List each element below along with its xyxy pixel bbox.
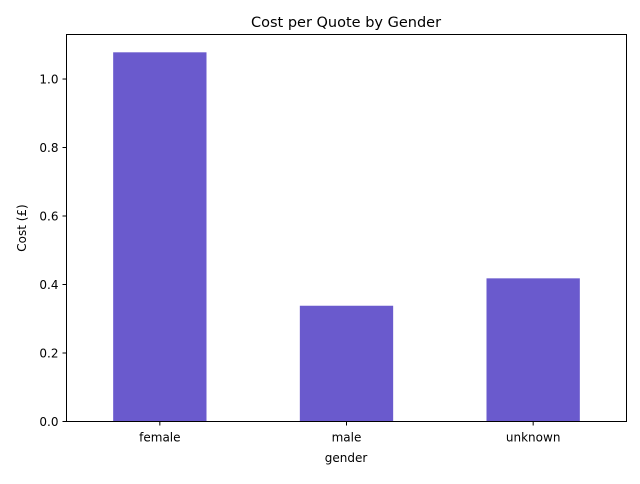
y-tick-label: 0.4 <box>39 278 58 292</box>
x-axis-label: gender <box>325 451 368 465</box>
y-axis-label: Cost (£) <box>15 204 29 252</box>
axes-frame <box>66 34 627 422</box>
y-tick-label: 0.8 <box>39 141 58 155</box>
x-tick-label: female <box>139 431 180 445</box>
y-tick-label: 0.2 <box>39 347 58 361</box>
y-tick-label: 1.0 <box>39 73 58 87</box>
x-tick-label: unknown <box>506 431 561 445</box>
axis-ticks-layer: female male unknown 0.0 0.2 0.4 0.6 0.8 1.0 <box>39 73 560 445</box>
y-tick-label: 0.6 <box>39 210 58 224</box>
bars-layer <box>113 52 580 422</box>
bar-male <box>299 305 394 422</box>
chart-title: Cost per Quote by Gender <box>251 15 441 31</box>
y-tick-label: 0.0 <box>39 415 58 429</box>
x-tick-label: male <box>332 431 362 445</box>
bar-female <box>113 52 207 422</box>
bar-unknown <box>486 278 580 422</box>
